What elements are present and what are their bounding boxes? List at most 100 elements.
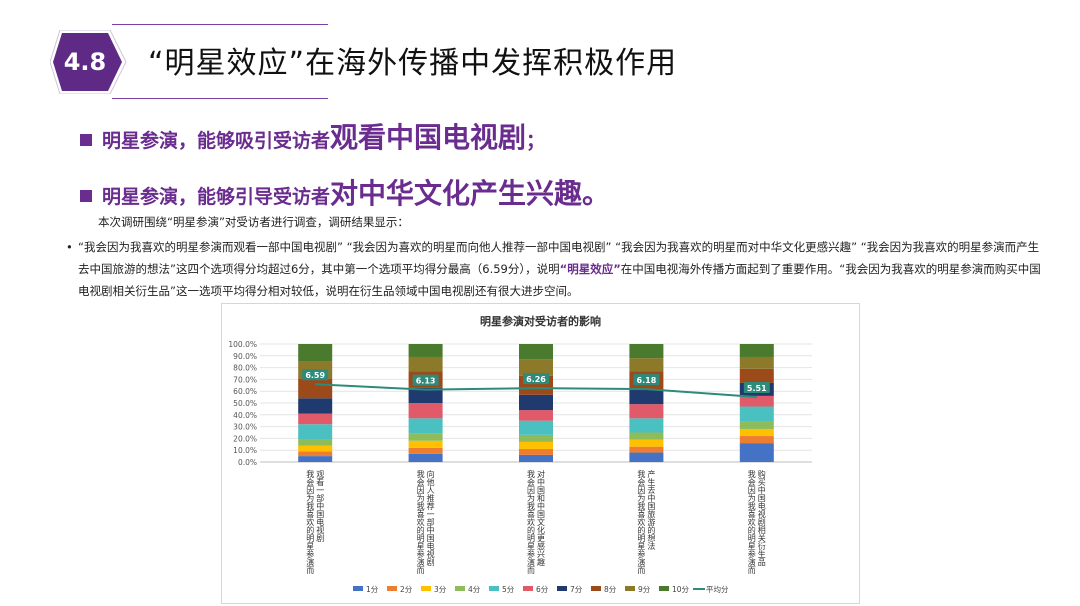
x-category-label: 对中国和中国文化更感兴趣 [537, 469, 546, 567]
legend-swatch [489, 586, 499, 591]
key-point-text: 明星参演，能够引导受访者 [102, 186, 331, 208]
key-point-text: 明星参演，能够吸引受访者 [102, 130, 331, 152]
legend-swatch [557, 586, 567, 591]
bar-segment [629, 344, 664, 359]
bar-segment [408, 418, 443, 434]
bar-segment [629, 432, 664, 440]
findings-highlight: “明星效应” [559, 262, 621, 276]
bar-segment [408, 387, 443, 403]
section-badge: 4.8 [50, 30, 128, 94]
legend-label: 4分 [468, 585, 481, 594]
bar-segment [629, 439, 664, 447]
findings-text-part2: 在中国电视海外传播方面起到了重要作用。“我会因为我喜欢的明星参演而购买中国电视剧… [78, 262, 1041, 298]
y-tick-label: 50.0% [233, 399, 257, 408]
intro-text: 本次调研围绕“明星参演”对受访者进行调查，调研结果显示： [98, 215, 409, 229]
data-label: 5.51 [747, 384, 767, 393]
x-category-label: 我会因为我喜欢的明星参演而 [306, 469, 315, 575]
legend-label: 9分 [638, 585, 651, 594]
legend-swatch [387, 586, 397, 591]
y-tick-label: 30.0% [233, 423, 257, 432]
bar-segment [408, 447, 443, 454]
x-category-label: 观看一部中国电视剧 [316, 470, 325, 542]
bar-segment [629, 452, 664, 462]
x-category-label: 我会因为我喜欢的明星参演而 [527, 469, 536, 575]
bar-segment [298, 456, 333, 462]
bar-segment [739, 356, 774, 369]
bar-segment [739, 406, 774, 422]
legend-label: 8分 [604, 585, 617, 594]
bar-segment [739, 443, 774, 462]
bar-segment [629, 358, 664, 372]
bar-segment [629, 446, 664, 453]
findings-text-part1: “我会因为我喜欢的明星参演而观看一部中国电视剧” “我会因为喜欢的明星而向他人推… [78, 240, 1040, 276]
data-label: 6.18 [637, 376, 657, 385]
findings-paragraph: • “我会因为我喜欢的明星参演而观看一部中国电视剧” “我会因为喜欢的明星而向他… [66, 236, 1044, 302]
bar-segment [519, 410, 553, 421]
x-category-label: 产生去中国旅游的想法 [647, 469, 656, 551]
legend-swatch [353, 586, 363, 591]
y-tick-label: 40.0% [233, 411, 257, 420]
bar-segment [408, 433, 443, 441]
key-point-2: 明星参演，能够引导受访者对中华文化产生兴趣。 [80, 172, 610, 212]
bar-segment [298, 445, 333, 452]
bar-segment [739, 368, 774, 383]
legend-label: 1分 [366, 585, 379, 594]
key-point-emphasis: 对中华文化产生兴趣。 [330, 177, 611, 210]
y-tick-label: 90.0% [233, 352, 257, 361]
bar-segment [739, 395, 774, 407]
header-bottom-rule [112, 98, 328, 99]
chart-title: 明星参演对受访者的影响 [480, 315, 601, 328]
legend-label: 2分 [400, 585, 413, 594]
bar-segment [298, 451, 333, 457]
data-label-bg [302, 369, 329, 381]
x-category-label: 向他人推荐一部中国电视剧 [426, 469, 435, 566]
bar-segment [629, 418, 664, 433]
y-tick-label: 80.0% [233, 364, 257, 373]
legend-swatch [523, 586, 533, 591]
bar-segment [519, 454, 553, 462]
legend-label: 10分 [672, 585, 690, 594]
y-tick-label: 0.0% [238, 458, 257, 467]
y-tick-label: 10.0% [233, 446, 257, 455]
legend-label: 7分 [570, 585, 583, 594]
bar-segment [519, 449, 553, 455]
data-label-bg [743, 381, 770, 393]
bar-segment [298, 378, 333, 399]
legend-label: 6分 [536, 585, 549, 594]
legend-swatch [421, 586, 431, 591]
bar-segment [408, 356, 443, 372]
x-category-label: 我会因为我喜欢的明星参演而 [637, 469, 646, 575]
bar-segment [408, 403, 443, 419]
legend-label: 平均分 [706, 584, 729, 594]
y-tick-label: 70.0% [233, 375, 257, 384]
chart-container: 明星参演对受访者的影响 0.0% 10.0% 20.0% 30.0% 40.0% 50.0… [221, 303, 860, 604]
legend-label: 5分 [502, 585, 515, 594]
bar-segment [519, 420, 553, 435]
x-category-label: 我会因为我喜欢的明星参演而 [747, 469, 756, 575]
data-label: 6.59 [305, 371, 325, 380]
data-label-bg [412, 374, 439, 386]
data-label: 6.26 [526, 375, 546, 384]
y-tick-label: 20.0% [233, 434, 257, 443]
bar-segment [739, 421, 774, 429]
bar-segment [298, 344, 333, 362]
legend-swatch [659, 586, 669, 591]
bar-segment [298, 413, 333, 425]
page-title: “明星效应”在海外传播中发挥积极作用 [148, 46, 678, 81]
legend-swatch [625, 586, 635, 591]
bar-segment [408, 440, 443, 448]
hexagon-badge-icon [50, 30, 127, 94]
data-label: 6.13 [416, 377, 436, 386]
bar-segment [298, 439, 333, 446]
bar-segment [408, 453, 443, 462]
bar-segment [629, 390, 664, 405]
header-top-rule [112, 24, 328, 25]
key-point-emphasis: 观看中国电视剧 [330, 121, 527, 154]
key-point-tail: ； [526, 130, 546, 152]
key-point-1: 明星参演，能够吸引受访者观看中国电视剧； [80, 116, 545, 156]
legend-label: 3分 [434, 585, 447, 594]
bar-segment [629, 404, 664, 419]
bar-segment [519, 344, 553, 360]
bar-segment [298, 424, 333, 440]
bar-segment [519, 434, 553, 442]
